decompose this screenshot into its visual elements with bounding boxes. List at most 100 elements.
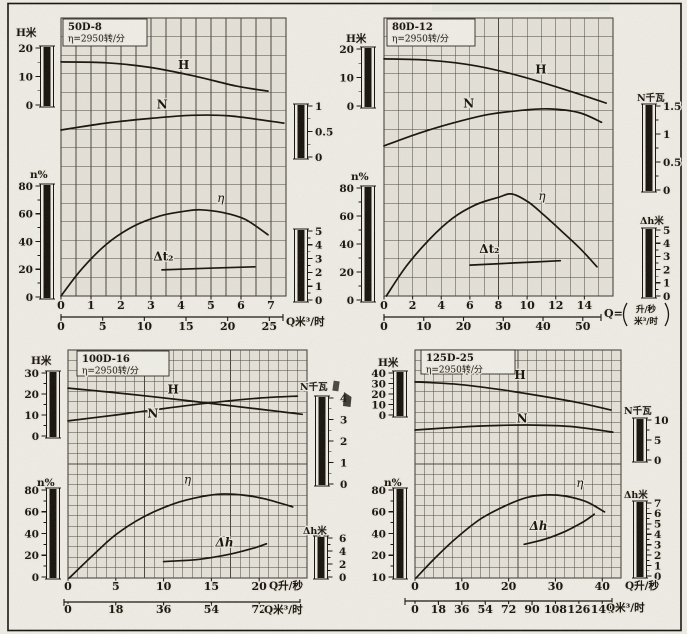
bar-fill (364, 187, 372, 301)
x-tick: 2 (117, 299, 125, 312)
axis-title-dh: Δh米 (640, 215, 664, 227)
x2-tick: 25 (262, 320, 277, 333)
x2-unit: Q米³/时 (264, 603, 303, 616)
curve-label-N: N (157, 98, 168, 112)
x-tick: 20 (252, 580, 268, 593)
y-tick-dh: 6 (339, 533, 346, 545)
x-tick: 0 (64, 580, 72, 593)
y-tick-dt: 4 (315, 240, 322, 252)
y-tick-H: 0 (26, 100, 33, 112)
y-tick-eta: 0 (32, 572, 39, 584)
chart-100D-16: HNηΔh3020100H米806040200n%43210N千瓦6420Δh米… (23, 349, 349, 617)
y-tick-dh: 4 (339, 546, 346, 558)
y-tick-eta: 40 (339, 239, 354, 251)
x2-tick: 5 (99, 320, 107, 333)
y-tick-N: 2 (340, 436, 347, 448)
chart-speed: η=2950转/分 (392, 33, 449, 45)
axis-title-N: N千瓦 (300, 381, 328, 393)
x2-tick: 0 (57, 320, 65, 333)
x-tick: 14 (577, 299, 593, 312)
axis-title-dh: Δh米 (303, 525, 327, 537)
y-tick-eta: 40 (24, 528, 39, 540)
y-tick-dt: 5 (315, 226, 322, 238)
chart-model: 50D-8 (68, 22, 102, 33)
y-tick-N: 0 (654, 455, 661, 467)
y-tick-H: 0 (32, 431, 39, 443)
x-unit: Q升/秒 (269, 579, 303, 592)
x2-tick: 0 (64, 603, 72, 616)
y-tick-H: 0 (347, 101, 354, 113)
x2-tick: 18 (108, 603, 124, 616)
x-tick: 12 (548, 299, 563, 312)
chart-model: 100D-16 (82, 354, 130, 365)
y-tick-dh: 0 (663, 291, 670, 303)
chart-model: 125D-25 (426, 353, 474, 364)
x2-tick: 50 (575, 320, 591, 333)
x-tick: 10 (156, 580, 172, 593)
chart-speed: η=2950转/分 (68, 33, 125, 45)
y-tick-N: 5 (654, 435, 661, 447)
y-tick-H: 0 (379, 410, 386, 422)
x-tick: 0 (57, 299, 65, 312)
y-tick-N: 1 (663, 129, 670, 141)
axis-title-N: N千瓦 (624, 405, 652, 417)
y-tick-N: 0.5 (315, 126, 333, 138)
x-tick: 0 (411, 580, 419, 593)
y-tick-eta: 60 (18, 209, 33, 221)
x2-tick: 90 (524, 603, 540, 616)
y-tick-N: 10 (654, 415, 669, 427)
y-tick-N: 1.5 (663, 101, 681, 113)
curve-label-dt2: Δt₂ (479, 242, 499, 256)
y-tick-dh: 1 (663, 278, 670, 290)
y-tick-eta: 20 (24, 550, 39, 562)
y-tick-eta: 40 (371, 528, 386, 540)
curve-label-H: H (514, 368, 525, 382)
curve-label-N: N (517, 411, 528, 425)
curve-label-eta: η (576, 476, 584, 490)
y-tick-H: 10 (339, 72, 354, 84)
x-tick: 20 (501, 580, 517, 593)
y-tick-H: 20 (339, 44, 354, 56)
x-tick: 2 (409, 299, 417, 312)
curve-label-dh: Δh (215, 536, 234, 550)
y-tick-eta: 60 (371, 507, 386, 519)
x-unit: Q升/秒 (625, 579, 659, 592)
y-tick-N: 0 (663, 185, 670, 197)
x-tick: 10 (454, 580, 470, 593)
x-tick: 15 (204, 580, 219, 593)
y-tick-H: 10 (24, 410, 39, 422)
q-combo-bottom: 米³/时 (634, 316, 658, 327)
curve-label-eta: η (184, 472, 192, 486)
x-tick: 4 (437, 299, 445, 312)
x2-tick: 126 (567, 603, 590, 616)
axis-title-dh: Δh米 (624, 489, 648, 501)
q-combo-prefix: Q= (604, 307, 623, 320)
x2-tick: 36 (454, 603, 470, 616)
x2-tick: 36 (156, 603, 172, 616)
x-tick: 6 (466, 299, 474, 312)
y-tick-eta: 10 (371, 572, 386, 584)
y-tick-dh: 3 (663, 251, 670, 263)
bar-fill (49, 489, 57, 578)
bar-fill (49, 372, 57, 437)
y-tick-H: 20 (18, 43, 33, 55)
x2-tick: 18 (431, 603, 447, 616)
y-tick-dt: 3 (315, 253, 322, 265)
x-tick: 30 (548, 580, 564, 593)
x2-tick: 108 (544, 603, 567, 616)
x2-tick: 15 (178, 320, 193, 333)
y-tick-H: 20 (24, 389, 39, 401)
curve-label-N: N (463, 97, 474, 111)
y-tick-dt: 0 (315, 295, 322, 307)
y-tick-N: 0.5 (663, 157, 681, 169)
axis-title-N: N千瓦 (637, 92, 665, 104)
x2-unit: Q米³/时 (286, 315, 325, 328)
axis-title-eta: n% (30, 169, 48, 181)
bar-fill (645, 105, 653, 191)
bar-fill (645, 229, 653, 297)
axis-title-H: H米 (378, 356, 399, 369)
bar-fill (43, 47, 51, 106)
y-tick-dt: 2 (315, 267, 322, 279)
x2-tick: 30 (496, 320, 512, 333)
